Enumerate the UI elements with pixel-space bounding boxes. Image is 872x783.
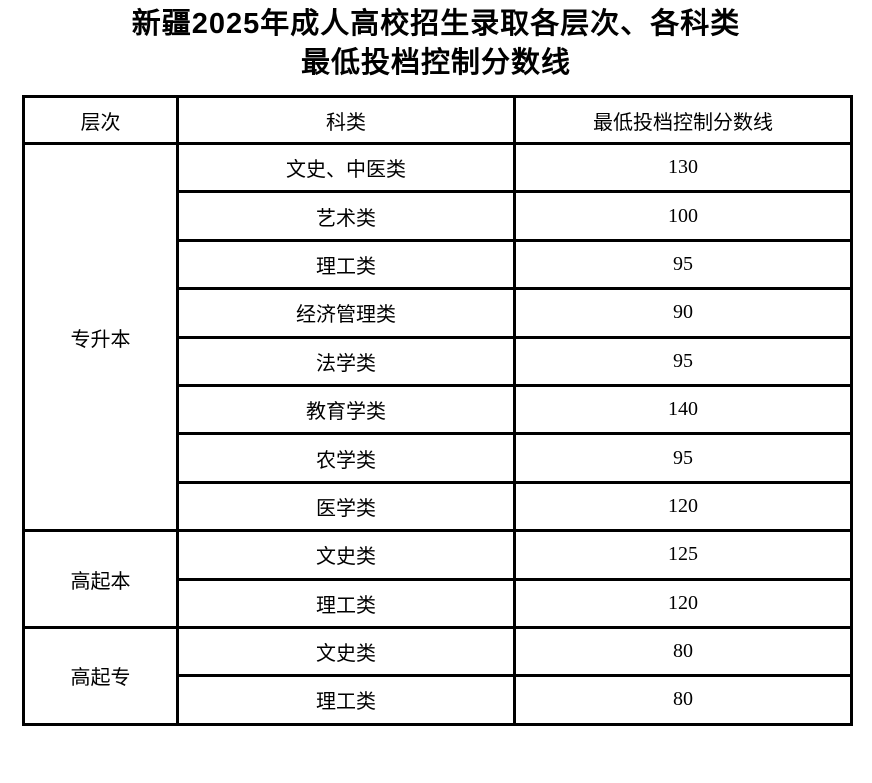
table-row: 农学类 95 <box>24 432 853 484</box>
table-row: 医学类 120 <box>24 480 853 533</box>
category-cell: 教育学类 <box>176 383 516 436</box>
table-row: 高起本 文史类 125 <box>22 529 853 629</box>
level-cell: 高起本 <box>22 529 179 629</box>
score-cell: 80 <box>513 674 853 726</box>
score-cell: 120 <box>513 480 853 533</box>
category-cell: 理工类 <box>176 238 516 291</box>
score-cell: 120 <box>513 577 853 629</box>
score-cell: 95 <box>513 335 853 387</box>
page-title-line-2: 最低投档控制分数线 <box>300 47 571 79</box>
table-row: 理工类 80 <box>24 674 853 726</box>
category-cell: 艺术类 <box>176 190 516 242</box>
page-title-line-1: 新疆2025年成人高校招生录取各层次、各科类 <box>131 8 741 40</box>
header-score: 最低投档控制分数线 <box>513 95 853 145</box>
category-cell: 文史类 <box>176 625 516 678</box>
table-row: 专升本 文史、中医类 130 <box>22 141 853 533</box>
score-cell: 100 <box>513 190 853 242</box>
category-cell: 法学类 <box>176 335 516 387</box>
category-cell: 理工类 <box>176 674 516 726</box>
score-cell: 80 <box>513 625 853 678</box>
header-category: 科类 <box>176 95 516 145</box>
table-row: 教育学类 140 <box>24 383 853 436</box>
category-cell: 农学类 <box>176 432 516 484</box>
score-cell: 95 <box>513 432 853 484</box>
level-cell: 专升本 <box>22 141 179 533</box>
table-header-row: 层次 科类 最低投档控制分数线 <box>22 95 853 145</box>
score-cell: 140 <box>513 383 853 436</box>
table-row: 经济管理类 90 <box>24 287 853 339</box>
category-cell: 医学类 <box>176 480 516 533</box>
table-row: 理工类 95 <box>24 238 853 291</box>
category-cell: 经济管理类 <box>176 287 516 339</box>
page-title: 新疆2025年成人高校招生录取各层次、各科类 最低投档控制分数线 <box>0 0 872 83</box>
score-cell: 125 <box>513 529 853 581</box>
table-row: 理工类 120 <box>24 577 853 629</box>
score-cell: 95 <box>513 238 853 291</box>
score-cell: 90 <box>513 287 853 339</box>
table-row: 高起专 文史类 80 <box>22 625 853 726</box>
header-level: 层次 <box>22 95 179 145</box>
table-row: 艺术类 100 <box>24 190 853 242</box>
table-row: 法学类 95 <box>24 335 853 387</box>
scores-table: 层次 科类 最低投档控制分数线 专升本 文史、中医类 130 艺术类 100 理工类 95 经… <box>22 95 853 726</box>
category-cell: 文史、中医类 <box>176 141 516 194</box>
level-cell: 高起专 <box>22 625 179 726</box>
score-cell: 130 <box>513 141 853 194</box>
category-cell: 理工类 <box>176 577 516 629</box>
category-cell: 文史类 <box>176 529 516 581</box>
